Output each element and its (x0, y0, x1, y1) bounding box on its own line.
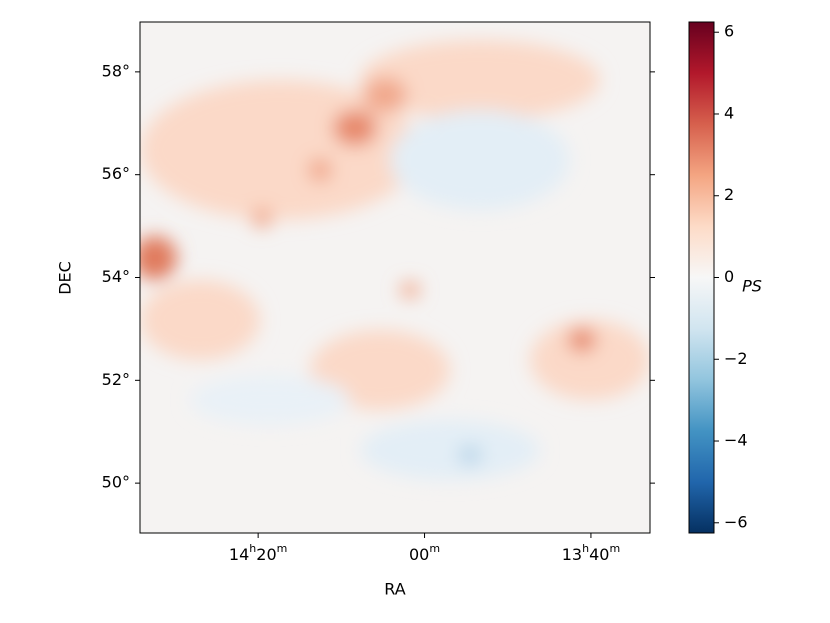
y-tick-label: 54° (102, 267, 130, 286)
x-tick-label: 13h40m (562, 542, 620, 564)
y-tick-label: 58° (102, 61, 130, 80)
colorbar-tick-label: 2 (724, 185, 734, 204)
colorbar-tick-label: 6 (724, 22, 734, 41)
colorbar-tick-label: −6 (724, 512, 748, 531)
colorbar-tick-label: −4 (724, 431, 748, 450)
y-tick-label: 52° (102, 370, 130, 389)
x-tick-label: 00m (409, 542, 440, 564)
colorbar-label: PS (742, 277, 762, 296)
y-tick-label: 56° (102, 164, 130, 183)
colorbar (688, 21, 715, 534)
colorbar-tick-label: 0 (724, 267, 734, 286)
colorbar-tick-label: 4 (724, 103, 734, 122)
y-axis-label: DEC (56, 261, 75, 295)
x-tick-label: 14h20m (229, 542, 287, 564)
x-axis-label: RA (384, 580, 405, 599)
colorbar-tick-label: −2 (724, 349, 748, 368)
sky-map (140, 22, 650, 533)
y-tick-label: 50° (102, 473, 130, 492)
